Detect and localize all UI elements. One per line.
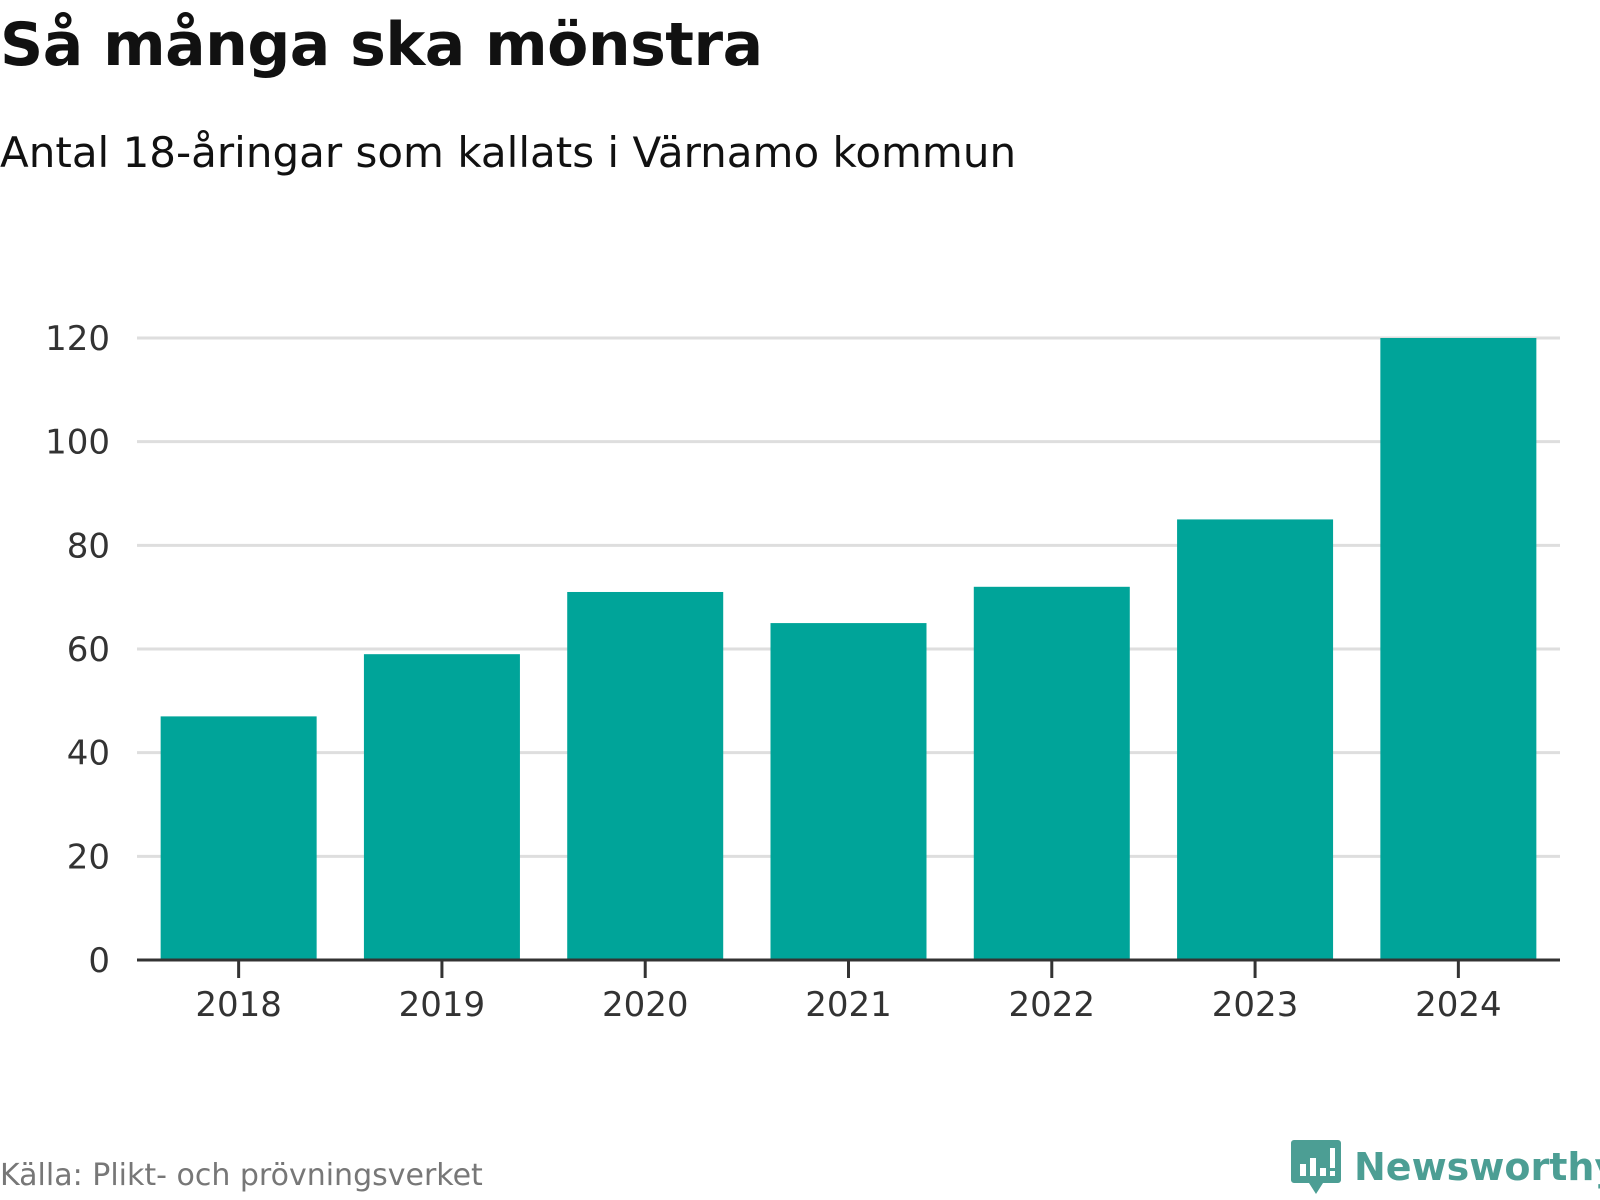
bar-2022	[973, 586, 1130, 960]
x-tick-label: 2023	[1212, 985, 1299, 1025]
y-tick-label: 120	[45, 319, 110, 359]
x-axis	[137, 958, 1560, 978]
x-tick-label: 2022	[1009, 985, 1096, 1025]
bar-2021	[770, 623, 927, 960]
bar-chart: 0 20 40 60 80 100 120 2018 2019 2020 2021 2022 2023…	[45, 319, 1560, 1025]
bar-2023	[1177, 519, 1334, 960]
y-tick-label: 20	[67, 837, 110, 877]
x-tick-label: 2019	[399, 985, 486, 1025]
chart-title: Så många ska mönstra	[0, 10, 763, 80]
y-tick-label: 100	[45, 423, 110, 463]
y-tick-label: 0	[88, 941, 110, 981]
x-axis-tick-labels: 2018 2019 2020 2021 2022 2023 2024	[195, 985, 1501, 1025]
x-tick-label: 2018	[195, 985, 282, 1025]
y-tick-label: 40	[67, 734, 110, 774]
y-tick-label: 60	[67, 630, 110, 670]
y-tick-label: 80	[67, 526, 110, 566]
brand-name: Newsworthy	[1354, 1145, 1600, 1189]
bars	[160, 338, 1537, 960]
y-axis-tick-labels: 0 20 40 60 80 100 120	[45, 319, 110, 981]
bar-2020	[567, 591, 724, 960]
x-tick-label: 2021	[805, 985, 892, 1025]
x-tick-label: 2020	[602, 985, 689, 1025]
source-note: Källa: Plikt- och prövningsverket	[0, 1158, 483, 1193]
bar-2019	[363, 654, 520, 960]
brand-logo: Newsworthy	[1290, 1138, 1600, 1196]
x-tick-label: 2024	[1415, 985, 1502, 1025]
newsworthy-icon	[1291, 1140, 1341, 1194]
bar-2024	[1380, 338, 1537, 960]
bar-2018	[160, 716, 317, 960]
chart-subtitle: Antal 18-åringar som kallats i Värnamo k…	[0, 128, 1017, 177]
